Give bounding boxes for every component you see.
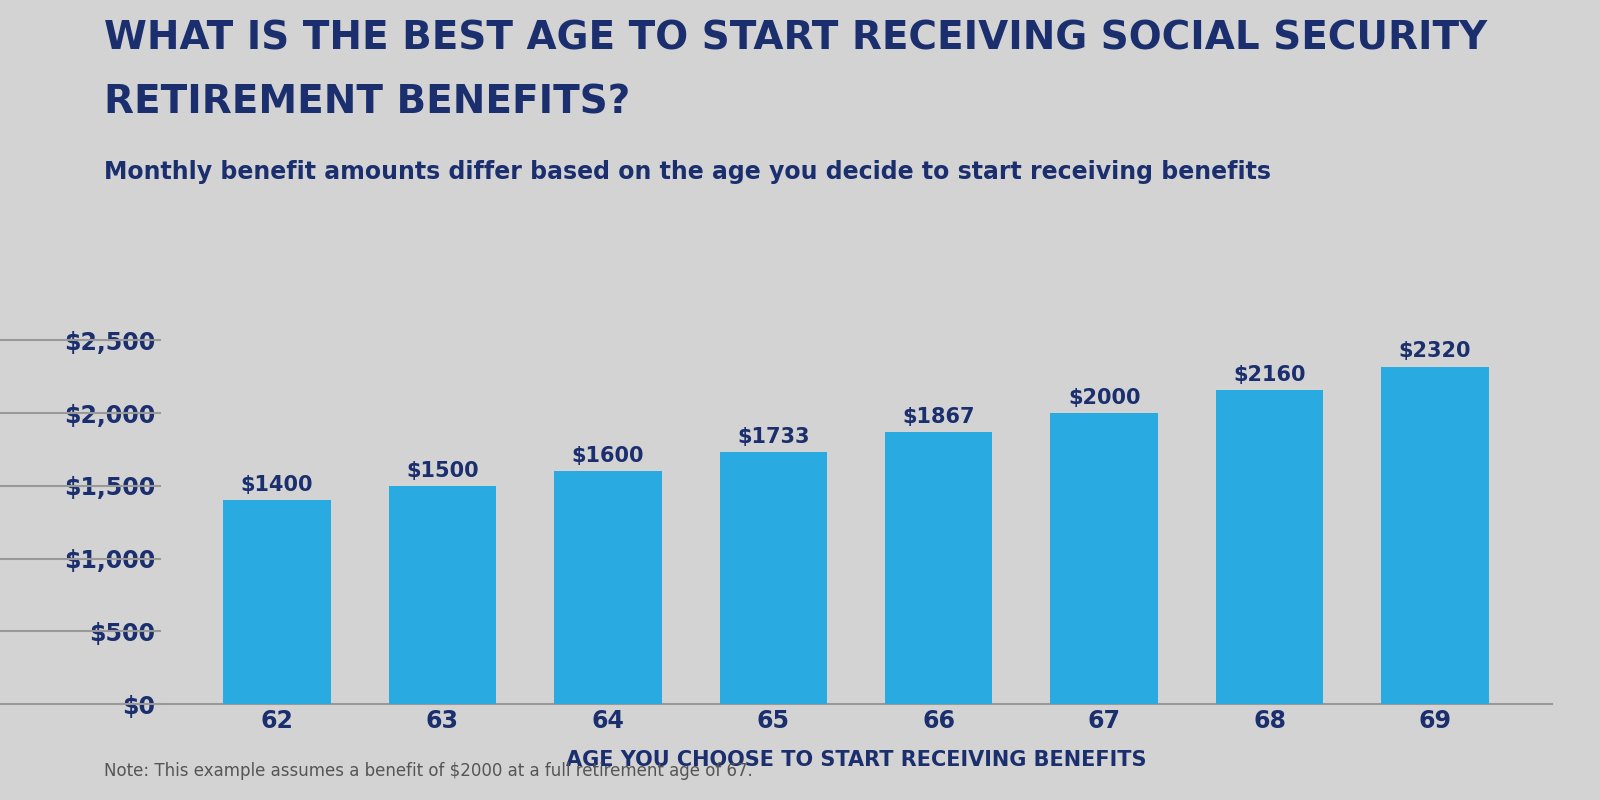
X-axis label: AGE YOU CHOOSE TO START RECEIVING BENEFITS: AGE YOU CHOOSE TO START RECEIVING BENEFI… (566, 750, 1146, 770)
Bar (885, 433, 992, 704)
Text: $1400: $1400 (240, 475, 314, 495)
Bar (720, 452, 827, 704)
Text: $2160: $2160 (1234, 365, 1306, 385)
Text: Monthly benefit amounts differ based on the age you decide to start receiving be: Monthly benefit amounts differ based on … (104, 160, 1270, 184)
Text: $2320: $2320 (1398, 342, 1472, 362)
Bar (1381, 366, 1488, 704)
Text: $2000: $2000 (1067, 388, 1141, 408)
Bar (1050, 413, 1158, 704)
Bar (224, 500, 331, 704)
Text: Note: This example assumes a benefit of $2000 at a full retirement age of 67.: Note: This example assumes a benefit of … (104, 762, 752, 780)
Text: $1867: $1867 (902, 407, 974, 427)
Bar (554, 471, 662, 704)
Bar (389, 486, 496, 704)
Text: $1733: $1733 (738, 427, 810, 447)
Text: $1600: $1600 (571, 446, 645, 466)
Text: RETIREMENT BENEFITS?: RETIREMENT BENEFITS? (104, 84, 630, 122)
Text: WHAT IS THE BEST AGE TO START RECEIVING SOCIAL SECURITY: WHAT IS THE BEST AGE TO START RECEIVING … (104, 20, 1486, 58)
Bar (1216, 390, 1323, 704)
Text: $1500: $1500 (406, 461, 478, 481)
